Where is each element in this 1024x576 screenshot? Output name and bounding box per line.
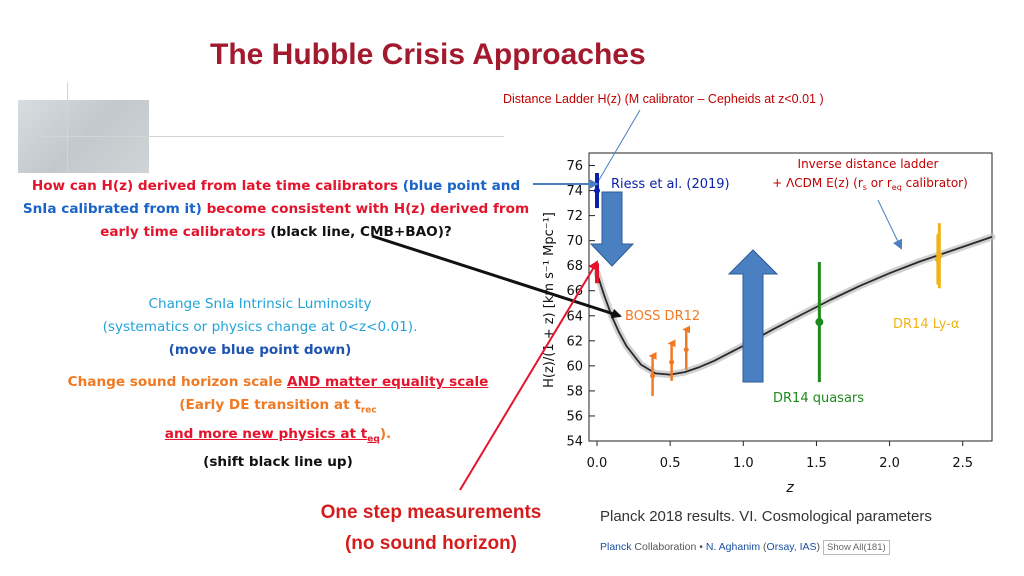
sound-line2: (Early DE transition at t — [179, 397, 361, 413]
question-part-bluepoint: (blue point and SnIa calibrated from it) — [22, 178, 521, 217]
y-tick-labels: 54 56 58 60 62 64 66 68 70 72 74 76 — [566, 159, 583, 449]
author-link[interactable]: N. Aghanim — [705, 541, 761, 553]
onestep-pointer-arrow — [459, 260, 599, 491]
caption-distance-ladder: Distance Ladder H(z) (M calibrator – Cep… — [503, 92, 824, 106]
data-points — [594, 173, 943, 396]
affil-sep: , — [793, 541, 800, 553]
onestep-line2: (no sound horizon) — [344, 533, 517, 554]
y-tick-label-64: 64 — [566, 309, 583, 324]
early-time-point-marker — [595, 263, 599, 284]
affil-orsay-link[interactable]: Orsay — [766, 541, 794, 553]
sound-line3-end: ). — [379, 425, 392, 442]
y-axis-label: H(z)/(1 + z) [km s⁻¹ Mpc⁻¹] — [542, 212, 557, 388]
paper-authors: Planck Collaboration • N. Aghanim (Orsay… — [600, 540, 890, 555]
snia-line1: Change SnIa Intrinsic Luminosity — [148, 296, 372, 312]
legend-quasars: DR14 quasars — [773, 391, 864, 406]
sound-line1b: AND matter equality scale — [287, 374, 489, 390]
sound-line2-sub: rec — [360, 405, 377, 416]
legend-lya: DR14 Ly-α — [893, 317, 960, 332]
y-tick-label-70: 70 — [566, 234, 583, 249]
sound-line3: and more new physics at t — [164, 425, 368, 442]
y-tick-label-62: 62 — [566, 334, 583, 349]
y-tick-label-66: 66 — [566, 284, 583, 299]
series-1-point-1 — [669, 359, 675, 365]
series-1-point-2 — [683, 347, 689, 353]
onestep-callout: One step measurements (no sound horizon) — [298, 497, 564, 559]
x-tick-marks — [596, 441, 964, 446]
legend-riess: Riess et al. (2019) — [611, 177, 730, 192]
question-part-late: How can H(z) derived from late time cali… — [31, 178, 398, 194]
x-tick-label-1.0: 1.0 — [733, 456, 754, 471]
series-1-point-0 — [650, 373, 656, 379]
snia-line2: (systematics or physics change at 0<z<0.… — [102, 319, 418, 335]
caption-inverse-1: Inverse distance ladder — [798, 157, 939, 171]
show-all-button[interactable]: Show All(181) — [823, 540, 890, 555]
paper-title: Planck 2018 results. VI. Cosmological pa… — [600, 508, 932, 525]
divider-line — [40, 136, 504, 137]
question-part-early: become consistent with H(z) derived from… — [100, 201, 530, 240]
snia-block: Change SnIa Intrinsic Luminosity (system… — [40, 293, 480, 362]
sound-line4: (shift black line up) — [203, 454, 353, 471]
caption-inverse-2: + ΛCDM E(z) (rs or req calibrator) — [772, 176, 968, 192]
snia-line3: (move blue point down) — [168, 342, 352, 358]
y-tick-label-60: 60 — [566, 359, 583, 374]
y-tick-label-74: 74 — [566, 184, 583, 199]
x-tick-label-0.5: 0.5 — [660, 456, 681, 471]
x-tick-label-2.5: 2.5 — [952, 456, 973, 471]
move-down-block-arrow — [589, 191, 635, 267]
inverse-ladder-pointer — [877, 199, 903, 250]
y-tick-label-58: 58 — [566, 384, 583, 399]
sound-line1a: Change sound horizon scale — [67, 374, 288, 390]
sound-horizon-block: Change sound horizon scale AND matter eq… — [8, 371, 548, 474]
affil-close: ) — [816, 541, 821, 553]
x-tick-labels: 0.0 0.5 1.0 1.5 2.0 2.5 — [587, 456, 973, 471]
y-tick-label-54: 54 — [566, 435, 583, 450]
distance-ladder-pointer — [598, 109, 641, 181]
black-line-pointer-arrow — [371, 234, 622, 319]
x-axis-label: z — [785, 480, 794, 496]
legend-boss: BOSS DR12 — [625, 309, 700, 324]
x-tick-label-0.0: 0.0 — [587, 456, 608, 471]
y-tick-label-56: 56 — [566, 409, 583, 424]
series-3-point-1 — [936, 252, 943, 259]
collab-link[interactable]: Planck — [600, 541, 632, 553]
lcdm-curve — [596, 236, 993, 376]
x-tick-label-1.5: 1.5 — [806, 456, 827, 471]
sound-line3-sub: eq — [367, 434, 380, 445]
corner-mask — [970, 540, 1024, 560]
x-tick-label-2.0: 2.0 — [879, 456, 900, 471]
collab-rest: Collaboration • — [631, 541, 706, 553]
onestep-line1: One step measurements — [320, 502, 542, 523]
plot-frame — [588, 152, 993, 442]
y-tick-label-68: 68 — [566, 259, 583, 274]
series-2-point-0 — [815, 318, 824, 327]
question-part-blackline: (black line, CMB+BAO)? — [265, 224, 452, 240]
affil-ias-link[interactable]: IAS — [799, 541, 817, 553]
y-tick-label-76: 76 — [566, 159, 583, 174]
y-tick-label-72: 72 — [566, 209, 583, 224]
slide-title: The Hubble Crisis Approaches — [210, 38, 646, 71]
series-0-point-0 — [594, 187, 600, 194]
question-text: How can H(z) derived from late time cali… — [16, 175, 536, 244]
divider-line-vertical — [67, 82, 68, 172]
affil-open: ( — [760, 541, 767, 553]
shift-up-block-arrow — [727, 249, 779, 383]
